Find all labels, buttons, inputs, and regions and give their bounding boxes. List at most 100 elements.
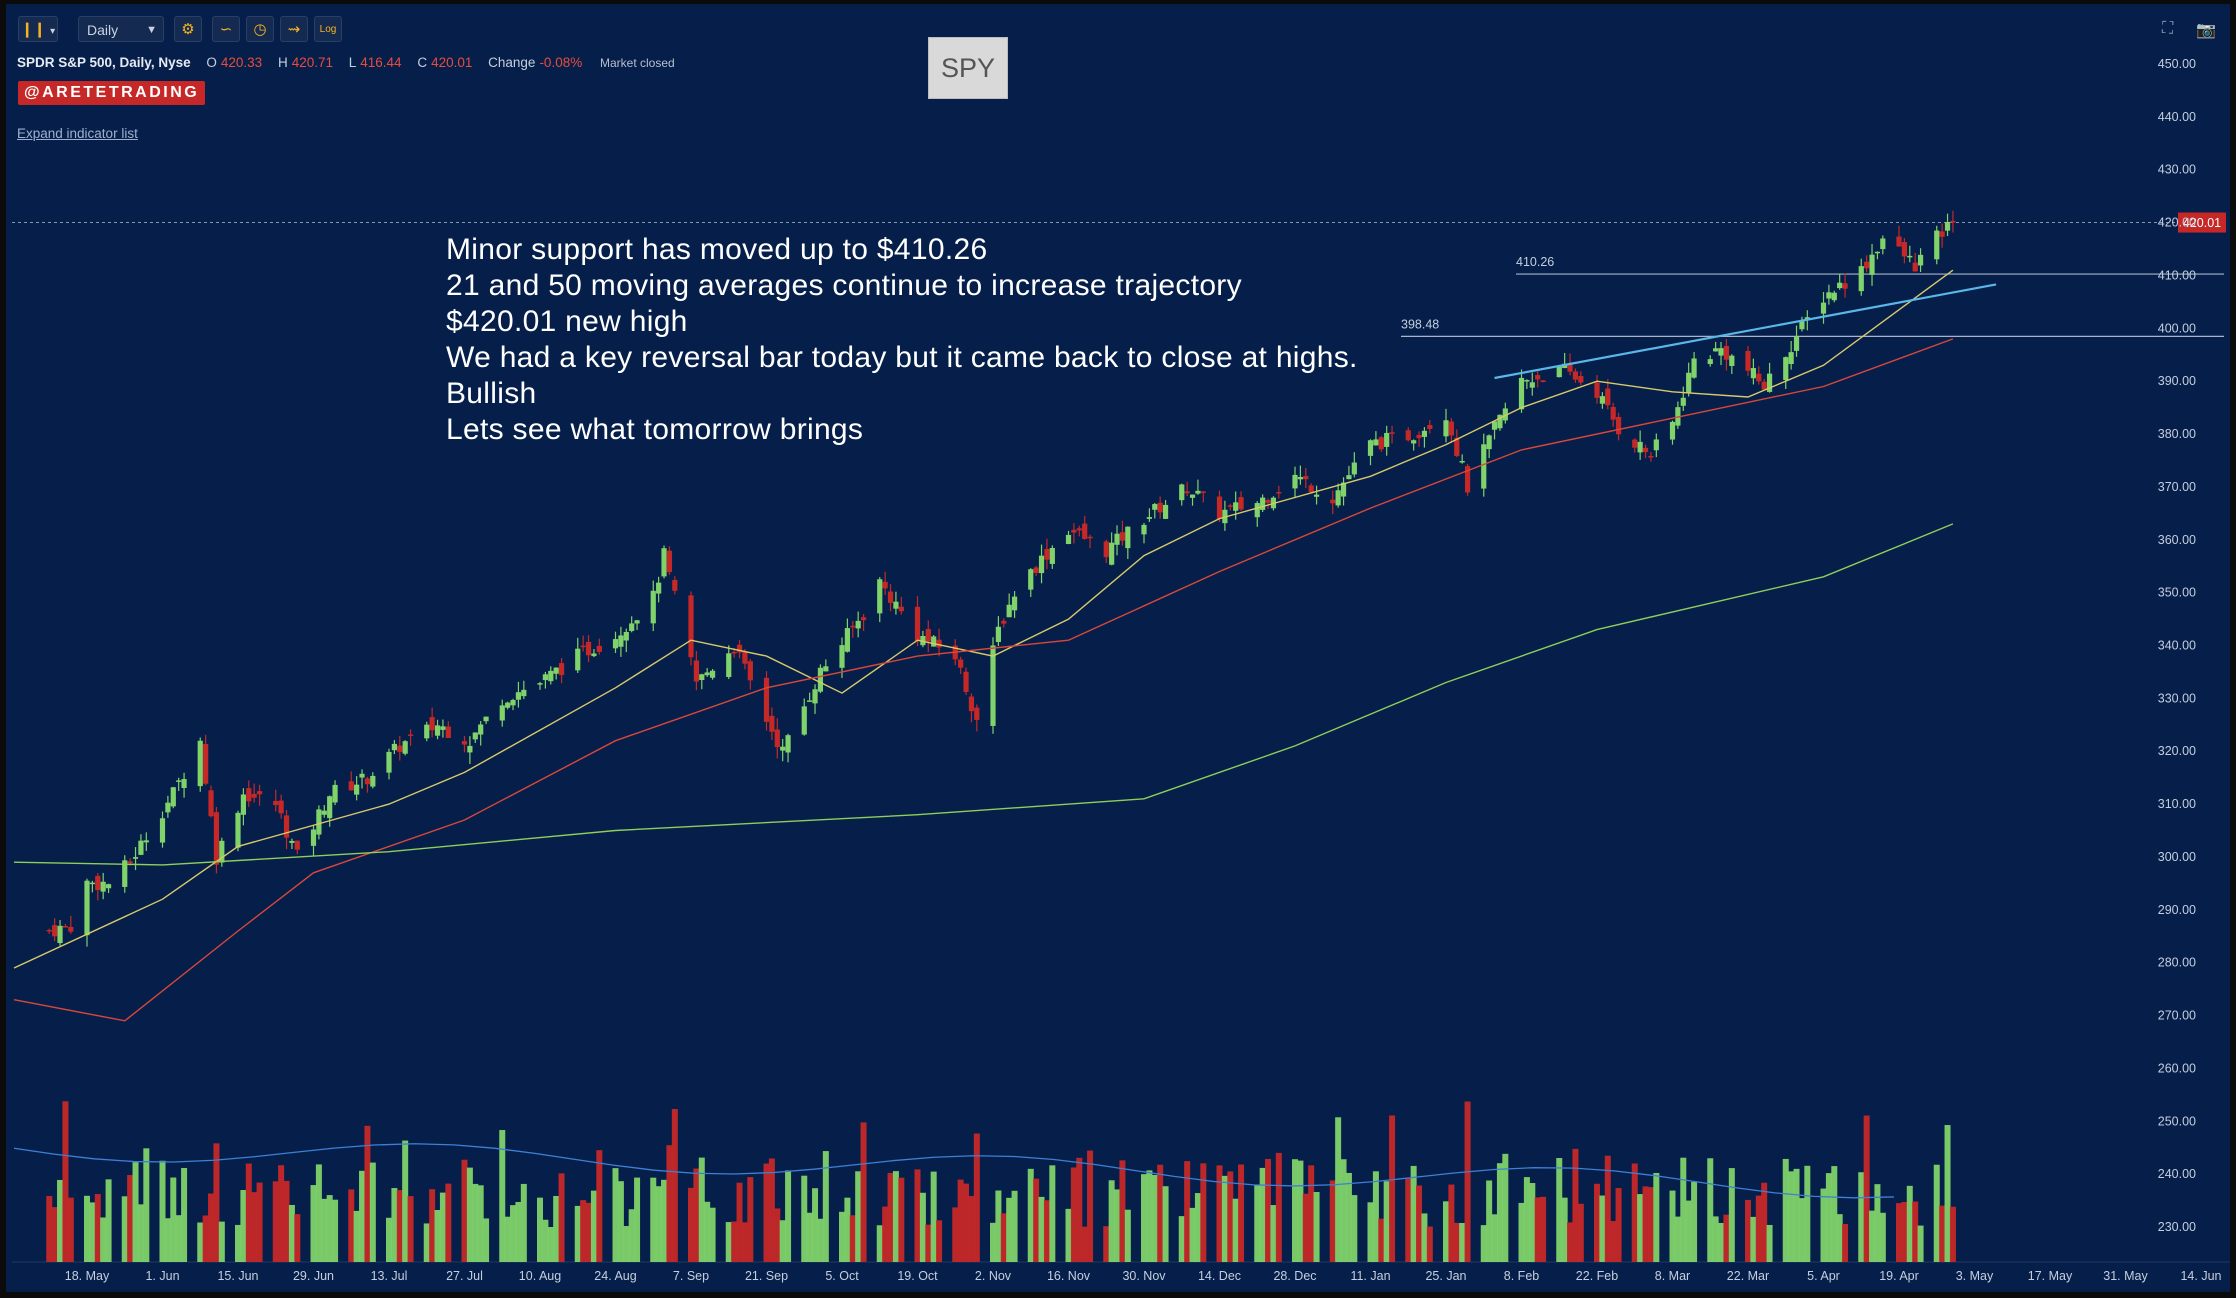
volume-bar [650,1177,657,1262]
candle-body [634,620,640,624]
volume-bar [1782,1158,1789,1262]
volume-bar [1804,1165,1811,1262]
volume-bar [1718,1222,1725,1262]
candlestick-bars-icon[interactable]: ❙❙ ▾ [18,16,58,42]
volume-bar [1491,1214,1498,1262]
settings-gear-icon[interactable]: ⚙ [174,16,202,42]
volume-bar [1270,1205,1277,1262]
volume-bar [143,1148,150,1262]
volume-bar [537,1197,543,1262]
volume-bar [1766,1224,1773,1262]
volume-bar [1669,1190,1676,1262]
candle-body [1864,261,1870,269]
x-tick-label: 21. Sep [745,1269,788,1283]
volume-bar [288,1204,295,1262]
candle-body [1044,548,1050,560]
volume-bar [1691,1181,1698,1262]
volume-bar [1383,1181,1390,1262]
candle-body [1443,420,1449,437]
candle-body [591,653,597,657]
price-chart[interactable]: 410.26 398.48 420.01 450.00 440.00 430.00 420… [6,4,2230,1292]
volume-bar [725,1222,732,1262]
volume-bar [957,1179,964,1262]
volume-bar [1151,1175,1158,1262]
candle-body [1265,500,1271,503]
candle-body [1011,596,1018,611]
candle-body [510,699,516,706]
volume-bar [1410,1165,1417,1262]
indicator-icon[interactable]: ∽ [212,16,240,42]
candle-body [1605,388,1611,406]
volume-bar [968,1196,975,1262]
volume-bar [1232,1198,1239,1262]
open-label: O [206,55,217,70]
x-tick-label: 8. Mar [1655,1269,1690,1283]
candle-body [1179,484,1185,501]
candle-body [542,674,548,681]
candle-body [650,590,656,624]
candle-body [1146,517,1152,519]
candle-body [785,735,791,753]
candle-body [688,595,694,658]
candle-body [839,645,845,668]
ticker-label-box: SPY [928,37,1008,99]
x-tick-label: 14. Jun [2180,1269,2221,1283]
candle-body [1189,494,1196,498]
candle-body [434,725,441,736]
y-tick-label: 300.00 [2158,850,2196,864]
candle-body [467,745,473,753]
candle-body [1389,432,1395,434]
volume-bar [1259,1167,1266,1262]
volume-bar [1189,1207,1196,1262]
volume-bar [580,1200,587,1262]
candle-body [1405,430,1411,441]
volume-bar [434,1210,441,1262]
volume-bar [914,1169,921,1262]
drawing-tool-icon[interactable]: ⇝ [280,16,308,42]
volume-bar [1604,1155,1611,1262]
volume-bar [369,1162,376,1262]
volume-bar [396,1190,403,1262]
volume-bar [558,1173,565,1262]
volume-bar [1162,1186,1169,1262]
candle-body [968,696,975,712]
volume-bar [445,1183,452,1262]
candle-body [89,882,95,885]
candle-body [860,617,867,621]
volume-bar [892,1171,899,1262]
fullscreen-icon[interactable]: ⛶ [2162,20,2174,37]
candle-body [736,644,743,653]
candle-body [208,790,214,817]
volume-bar [1594,1183,1600,1262]
candle-body [931,636,937,647]
candle-body [558,663,565,676]
candle-body [1103,541,1109,558]
volume-bar [202,1215,209,1262]
volume-bar [628,1209,635,1262]
candle-body [1260,497,1266,510]
volume-bar [585,1202,592,1262]
volume-bar [671,1108,678,1262]
volume-bar [1000,1213,1007,1262]
volume-bar [731,1221,738,1262]
volume-bar [1216,1165,1223,1262]
volume-bar [1297,1160,1304,1262]
camera-icon[interactable]: 📷 [2196,22,2216,39]
candle-body [1351,462,1357,475]
candle-body [1880,238,1886,250]
candle-body [769,715,775,732]
log-scale-icon[interactable]: Log [314,16,342,42]
y-tick-label: 270.00 [2158,1009,2196,1023]
candle-body [521,689,527,697]
expand-indicator-list-link[interactable]: Expand indicator list [17,126,138,141]
volume-bar [159,1160,166,1262]
interval-select[interactable]: Daily ▼ [78,16,164,42]
volume-bar [1906,1185,1913,1262]
volume-bar [1464,1101,1471,1262]
volume-bar [666,1145,673,1262]
clock-icon[interactable]: ◷ [246,16,274,42]
candle-body [499,705,505,721]
candle-body [731,651,737,654]
y-tick-label: 410.00 [2158,268,2196,282]
candle-body [1038,555,1045,574]
